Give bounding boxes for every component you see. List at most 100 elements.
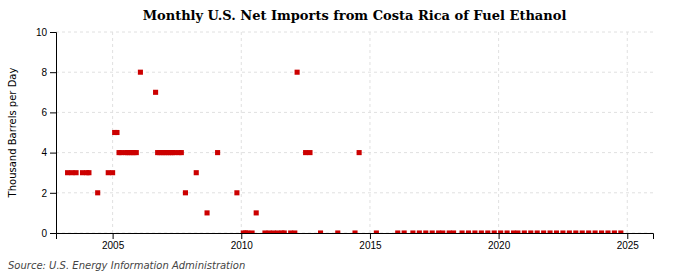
grid-line <box>56 112 653 113</box>
tick-label: 2025 <box>617 240 640 251</box>
point <box>303 150 308 155</box>
tick-label: 4 <box>41 147 47 158</box>
point <box>74 170 79 175</box>
tick-mark <box>50 32 56 33</box>
grid-line <box>56 72 653 73</box>
point <box>410 230 415 233</box>
tick: 8 <box>41 67 56 78</box>
point <box>522 230 527 233</box>
point <box>460 230 465 233</box>
point <box>612 230 617 233</box>
tick-mark <box>241 233 242 239</box>
point <box>430 230 435 233</box>
tick-mark <box>50 72 56 73</box>
tick-label: 2 <box>41 188 47 199</box>
point <box>573 230 578 233</box>
point <box>119 150 124 155</box>
point <box>599 230 604 233</box>
point <box>548 230 553 233</box>
point <box>153 90 158 95</box>
grid-line <box>498 32 499 233</box>
point <box>586 230 591 233</box>
point <box>95 190 100 195</box>
plot: 2005 2010 2015 2020 2025 0 2 4 6 8 10 <box>36 27 654 251</box>
tick: 2020 <box>488 233 511 251</box>
tick-label: 0 <box>41 228 47 239</box>
point <box>138 70 143 75</box>
tick: 2015 <box>359 233 382 251</box>
tick-mark <box>499 233 500 239</box>
grid-line <box>56 192 653 193</box>
tick-mark <box>627 233 628 239</box>
axis-line <box>57 234 654 240</box>
point <box>267 230 272 233</box>
title: Monthly U.S. Net Imports from Costa Rica… <box>143 8 567 23</box>
point <box>357 150 362 155</box>
tick-label: 10 <box>36 27 48 38</box>
point <box>402 230 407 233</box>
point <box>451 230 456 233</box>
grid <box>56 32 653 233</box>
point <box>114 130 119 135</box>
x-axis: 2005 2010 2015 2020 2025 <box>57 233 654 251</box>
point <box>423 230 428 233</box>
point <box>492 230 497 233</box>
point <box>479 230 484 233</box>
point <box>605 230 610 233</box>
point <box>106 170 111 175</box>
point <box>567 230 572 233</box>
point <box>472 230 477 233</box>
point <box>215 150 220 155</box>
point <box>505 230 510 233</box>
tick: 2 <box>41 188 56 199</box>
point <box>560 230 565 233</box>
point <box>541 230 546 233</box>
point <box>307 150 312 155</box>
point <box>282 230 287 233</box>
grid-line <box>56 32 653 33</box>
point <box>80 170 85 175</box>
point <box>498 230 503 233</box>
point <box>254 210 259 215</box>
tick: 2025 <box>617 233 640 251</box>
tick-mark <box>50 153 56 154</box>
point <box>110 170 115 175</box>
point <box>554 230 559 233</box>
point <box>183 190 188 195</box>
point <box>447 230 452 233</box>
point <box>194 170 199 175</box>
tick-mark <box>50 233 56 234</box>
point <box>440 230 445 233</box>
point <box>593 230 598 233</box>
point <box>318 230 323 233</box>
point <box>271 230 276 233</box>
point <box>374 230 379 233</box>
tick-label: 2020 <box>488 240 511 251</box>
axis-line <box>50 33 57 234</box>
point <box>205 210 210 215</box>
tick-label: 6 <box>41 107 47 118</box>
point <box>395 230 400 233</box>
point <box>335 230 340 233</box>
grid-line <box>369 32 370 233</box>
point <box>535 230 540 233</box>
annotation: Source: U.S. Energy Information Administ… <box>8 260 245 271</box>
point <box>86 170 91 175</box>
point <box>234 190 239 195</box>
point <box>292 230 297 233</box>
point <box>528 230 533 233</box>
tick: 2010 <box>231 233 254 251</box>
point <box>417 230 422 233</box>
tick-label: 2005 <box>102 240 125 251</box>
point <box>511 230 516 233</box>
point <box>352 230 357 233</box>
tick-mark <box>370 233 371 239</box>
tick-mark <box>50 193 56 194</box>
tick: 10 <box>36 27 56 38</box>
points <box>65 70 623 233</box>
y-axis-title: Thousand Barrels per Day <box>7 68 18 199</box>
y-axis: 0 2 4 6 8 10 <box>36 27 57 239</box>
grid-line <box>627 32 628 233</box>
chart: 2005 2010 2015 2020 2025 0 2 4 6 8 10 Monthly U.S. … <box>0 0 675 275</box>
tick-label: 8 <box>41 67 47 78</box>
